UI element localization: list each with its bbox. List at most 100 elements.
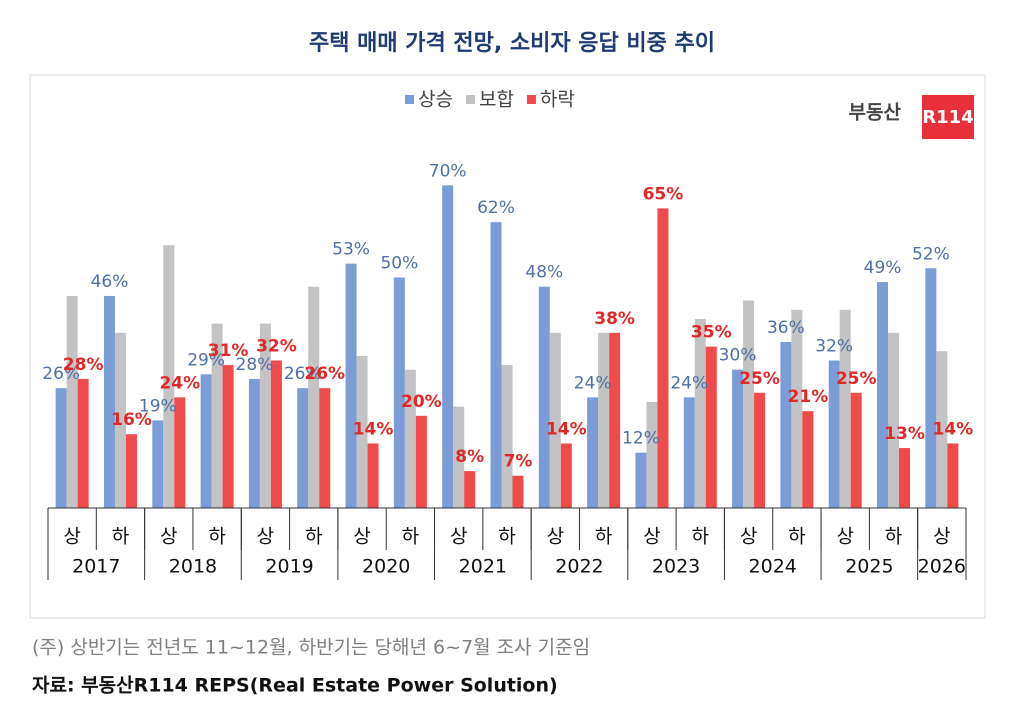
data-label: 19%: [139, 396, 177, 416]
bar: [899, 448, 911, 508]
x-tick-label: 상: [450, 526, 467, 548]
data-label: 31%: [208, 341, 249, 361]
bar: [512, 475, 524, 508]
data-label: 70%: [429, 161, 467, 181]
data-label: 26%: [304, 364, 345, 384]
group-label: 2025: [845, 556, 893, 578]
data-label: 25%: [836, 369, 877, 389]
bar: [367, 443, 379, 508]
bar: [947, 443, 959, 508]
legend-swatch: [526, 95, 536, 104]
bar: [888, 332, 900, 508]
group-label: 2026: [918, 556, 966, 578]
bar: [77, 378, 89, 508]
group-label: 2021: [459, 556, 507, 578]
bar: [646, 401, 658, 508]
bar: [174, 397, 186, 508]
bar: [415, 415, 427, 508]
bar: [705, 346, 717, 508]
data-label: 7%: [504, 452, 533, 472]
bar: [356, 355, 368, 508]
bar: [66, 295, 78, 508]
group-label: 2022: [555, 556, 603, 578]
data-label: 14%: [353, 419, 394, 439]
data-label: 48%: [525, 263, 563, 283]
data-label: 38%: [594, 309, 635, 329]
legend-swatch: [405, 95, 414, 104]
bar: [211, 323, 223, 508]
legend-label: 하락: [540, 89, 575, 111]
x-tick-label: 하: [305, 526, 322, 548]
data-label: 16%: [111, 410, 152, 430]
bar: [114, 332, 126, 508]
data-label: 30%: [719, 346, 757, 366]
bar: [683, 397, 695, 508]
x-tick-label: 상: [933, 526, 950, 548]
bar: [936, 351, 948, 508]
bar: [925, 268, 937, 508]
data-label: 53%: [332, 240, 370, 260]
x-tick-label: 상: [257, 526, 274, 548]
source: 자료: 부동산R114 REPS(Real Estate Power Solut…: [32, 675, 558, 697]
bar: [560, 443, 572, 508]
data-label: 28%: [63, 355, 104, 375]
data-label: 65%: [643, 184, 684, 204]
data-label: 32%: [256, 336, 297, 356]
data-label: 13%: [884, 424, 925, 444]
data-label: 36%: [767, 318, 805, 338]
legend-label: 상승: [418, 89, 453, 111]
data-label: 35%: [691, 323, 732, 343]
bar: [598, 332, 610, 508]
data-label: 25%: [739, 369, 780, 389]
x-tick-label: 하: [788, 526, 805, 548]
x-tick-label: 하: [595, 526, 612, 548]
bar: [308, 286, 320, 508]
bar: [850, 392, 862, 508]
bar: [270, 360, 282, 508]
x-tick-label: 상: [63, 526, 80, 548]
logo-badge: [922, 95, 974, 139]
bar: [802, 411, 814, 508]
x-tick-label: 하: [402, 526, 419, 548]
x-tick-label: 하: [112, 526, 129, 548]
data-label: 24%: [574, 373, 612, 393]
chart-frame: [29, 74, 986, 619]
bar: [635, 452, 647, 508]
chart-title: 주택 매매 가격 전망, 소비자 응답 비중 추이: [309, 31, 715, 56]
data-label: 49%: [864, 258, 902, 278]
bar: [538, 286, 550, 508]
bar: [345, 263, 357, 508]
data-label: 26%: [42, 364, 80, 384]
group-label: 2020: [362, 556, 410, 578]
bar: [453, 406, 465, 508]
bar: [587, 397, 599, 508]
bar: [200, 374, 212, 508]
bar: [828, 360, 840, 508]
bar: [609, 332, 621, 508]
footnote: (주) 상반기는 전년도 11~12월, 하반기는 당해년 6~7월 조사 기준…: [32, 637, 590, 659]
data-label: 29%: [187, 350, 225, 370]
bar: [791, 309, 803, 508]
x-tick-label: 상: [353, 526, 370, 548]
x-tick-label: 상: [160, 526, 177, 548]
data-label: 50%: [380, 254, 418, 274]
data-label: 62%: [477, 198, 515, 218]
data-label: 26%: [284, 364, 322, 384]
data-label: 14%: [546, 419, 587, 439]
bar: [839, 309, 851, 508]
x-tick-label: 하: [208, 526, 225, 548]
x-tick-label: 하: [692, 526, 709, 548]
data-label: 21%: [788, 387, 829, 407]
bar: [55, 388, 67, 508]
bar: [152, 420, 164, 508]
data-label: 24%: [159, 373, 200, 393]
group-label: 2024: [749, 556, 797, 578]
bar: [125, 434, 137, 508]
bar: [442, 185, 454, 509]
bar: [163, 245, 175, 509]
data-label: 46%: [91, 272, 129, 292]
x-tick-label: 상: [740, 526, 757, 548]
bar: [501, 365, 513, 508]
legend-label: 보합: [479, 89, 514, 111]
